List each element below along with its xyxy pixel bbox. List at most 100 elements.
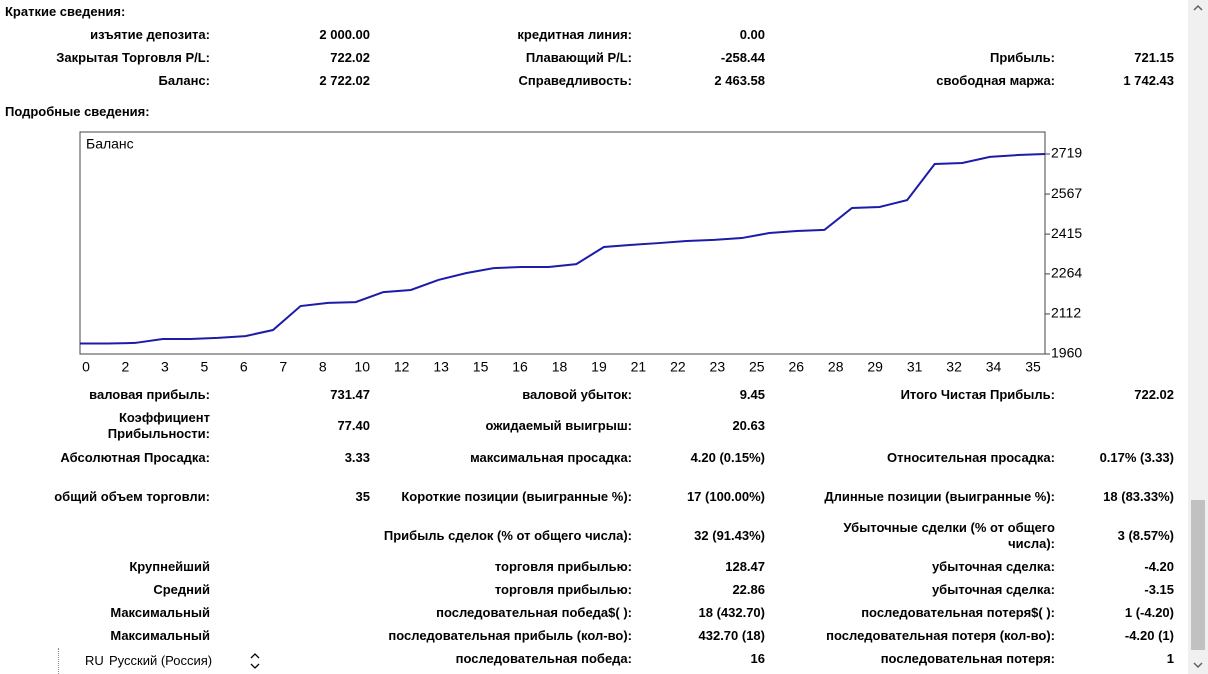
stat-value: 722.02 [1134, 387, 1174, 402]
stat-label: Короткие позиции (выигранные %): [401, 489, 632, 504]
x-tick-label: 28 [828, 359, 844, 375]
stat-value: 22.86 [732, 582, 765, 597]
x-tick-label: 15 [473, 359, 489, 375]
stat-label: общий объем торговли: [54, 489, 210, 504]
stat-value: 18 (432.70) [698, 605, 766, 620]
stat-label: последовательная прибыль (кол-во): [388, 628, 632, 643]
scroll-thumb[interactable] [1191, 500, 1205, 650]
x-tick-label: 0 [82, 359, 90, 375]
y-tick-label: 2264 [1051, 265, 1082, 281]
stat-value: 731.47 [330, 387, 370, 402]
stat-value: 0.00 [739, 27, 765, 42]
x-tick-label: 21 [631, 359, 647, 375]
stat-value: 9.45 [739, 387, 765, 402]
stat-value: -4.20 [1144, 559, 1174, 574]
stat-value: 4.20 (0.15%) [690, 450, 765, 465]
stat-label: Коэффициент Прибыльности: [107, 410, 210, 441]
stat-value: 17 (100.00%) [686, 489, 765, 504]
stat-label: валовой убыток: [522, 387, 632, 402]
stat-value: 0.17% (3.33) [1099, 450, 1174, 465]
stat-label: Баланс: [158, 73, 210, 88]
stat-value: 3 (8.57%) [1117, 528, 1174, 543]
x-tick-label: 6 [240, 359, 248, 375]
x-tick-label: 29 [867, 359, 883, 375]
stat-label: торговля прибылью: [494, 559, 632, 574]
stat-label: свободная маржа: [936, 73, 1055, 88]
language-label: Русский (Россия) [109, 653, 213, 668]
stat-label: валовая прибыль: [89, 387, 210, 402]
stat-value: 722.02 [330, 50, 370, 65]
x-tick-label: 26 [788, 359, 804, 375]
stat-value: 35 [355, 489, 370, 504]
stat-label: убыточная сделка: [931, 582, 1055, 597]
stat-label: Закрытая Торговля P/L: [56, 50, 210, 65]
x-tick-label: 34 [986, 359, 1002, 375]
x-tick-label: 22 [670, 359, 686, 375]
stat-value: -4.20 (1) [1124, 628, 1174, 643]
x-tick-label: 23 [710, 359, 726, 375]
y-tick-label: 2719 [1051, 145, 1082, 161]
stat-label: последовательная потеря: [880, 651, 1055, 666]
plot-frame [79, 131, 1046, 355]
stat-label: ожидаемый выигрыш: [485, 418, 632, 433]
x-tick-label: 5 [200, 359, 208, 375]
summary-title: Краткие сведения: [5, 4, 126, 19]
stat-label: Итого Чистая Прибыль: [900, 387, 1055, 402]
stat-value: 77.40 [337, 418, 370, 433]
x-tick-label: 31 [907, 359, 923, 375]
stat-label: Прибыль сделок (% от общего числа): [383, 528, 632, 543]
language-arrows [250, 653, 260, 669]
x-tick-label: 7 [279, 359, 287, 375]
y-tick-label: 2415 [1051, 225, 1082, 241]
stat-value: 2 000.00 [319, 27, 370, 42]
scrollbar[interactable] [1188, 0, 1208, 674]
x-tick-label: 16 [512, 359, 528, 375]
stat-label: убыточная сделка: [931, 559, 1055, 574]
stat-label: Относительная просадка: [887, 450, 1055, 465]
x-tick-label: 2 [122, 359, 130, 375]
x-tick-label: 32 [946, 359, 962, 375]
stat-value: -3.15 [1144, 582, 1174, 597]
x-tick-label: 3 [161, 359, 169, 375]
language-bar[interactable]: RU Русский (Россия) [58, 648, 264, 674]
x-tick-label: 13 [433, 359, 449, 375]
language-code: RU [85, 653, 104, 668]
stat-value: -258.44 [720, 50, 765, 65]
x-tick-label: 18 [552, 359, 568, 375]
stat-value: 2 722.02 [319, 73, 370, 88]
stat-label: Максимальный [110, 628, 210, 643]
stat-value: 18 (83.33%) [1103, 489, 1174, 504]
stat-label: кредитная линия: [517, 27, 632, 42]
stat-label: Средний [153, 582, 210, 597]
x-tick-label: 35 [1025, 359, 1041, 375]
chart-title: Баланс [86, 136, 134, 152]
x-tick-label: 10 [354, 359, 370, 375]
y-tick-label: 1960 [1051, 345, 1082, 361]
stat-label: последовательная потеря (кол-во): [826, 628, 1055, 643]
stat-value: 2 463.58 [714, 73, 765, 88]
x-tick-label: 25 [749, 359, 765, 375]
stat-label: максимальная просадка: [470, 450, 632, 465]
stat-label: торговля прибылью: [494, 582, 632, 597]
stat-value: 1 742.43 [1123, 73, 1174, 88]
stat-value: 432.70 (18) [698, 628, 766, 643]
stat-label: Прибыль: [990, 50, 1055, 65]
scroll-arrows [1193, 4, 1203, 669]
stat-label: Крупнейший [129, 559, 210, 574]
balance-line [80, 153, 1046, 345]
x-tick-label: 12 [394, 359, 410, 375]
stat-value: 128.47 [725, 559, 765, 574]
stat-label: Убыточные сделки (% от общего числа): [843, 520, 1055, 551]
stat-value: 3.33 [344, 450, 370, 465]
stat-label: изъятие депозита: [90, 27, 210, 42]
stat-value: 16 [750, 651, 765, 666]
stat-label: Справедливость: [518, 73, 632, 88]
stat-value: 721.15 [1134, 50, 1174, 65]
stat-label: Длинные позиции (выигранные %): [824, 489, 1055, 504]
y-tick-label: 2567 [1051, 185, 1082, 201]
stat-label: последовательная победа$( ): [436, 605, 632, 620]
stat-value: 1 [1166, 651, 1174, 666]
x-tick-label: 19 [591, 359, 607, 375]
x-tick-label: 8 [319, 359, 327, 375]
